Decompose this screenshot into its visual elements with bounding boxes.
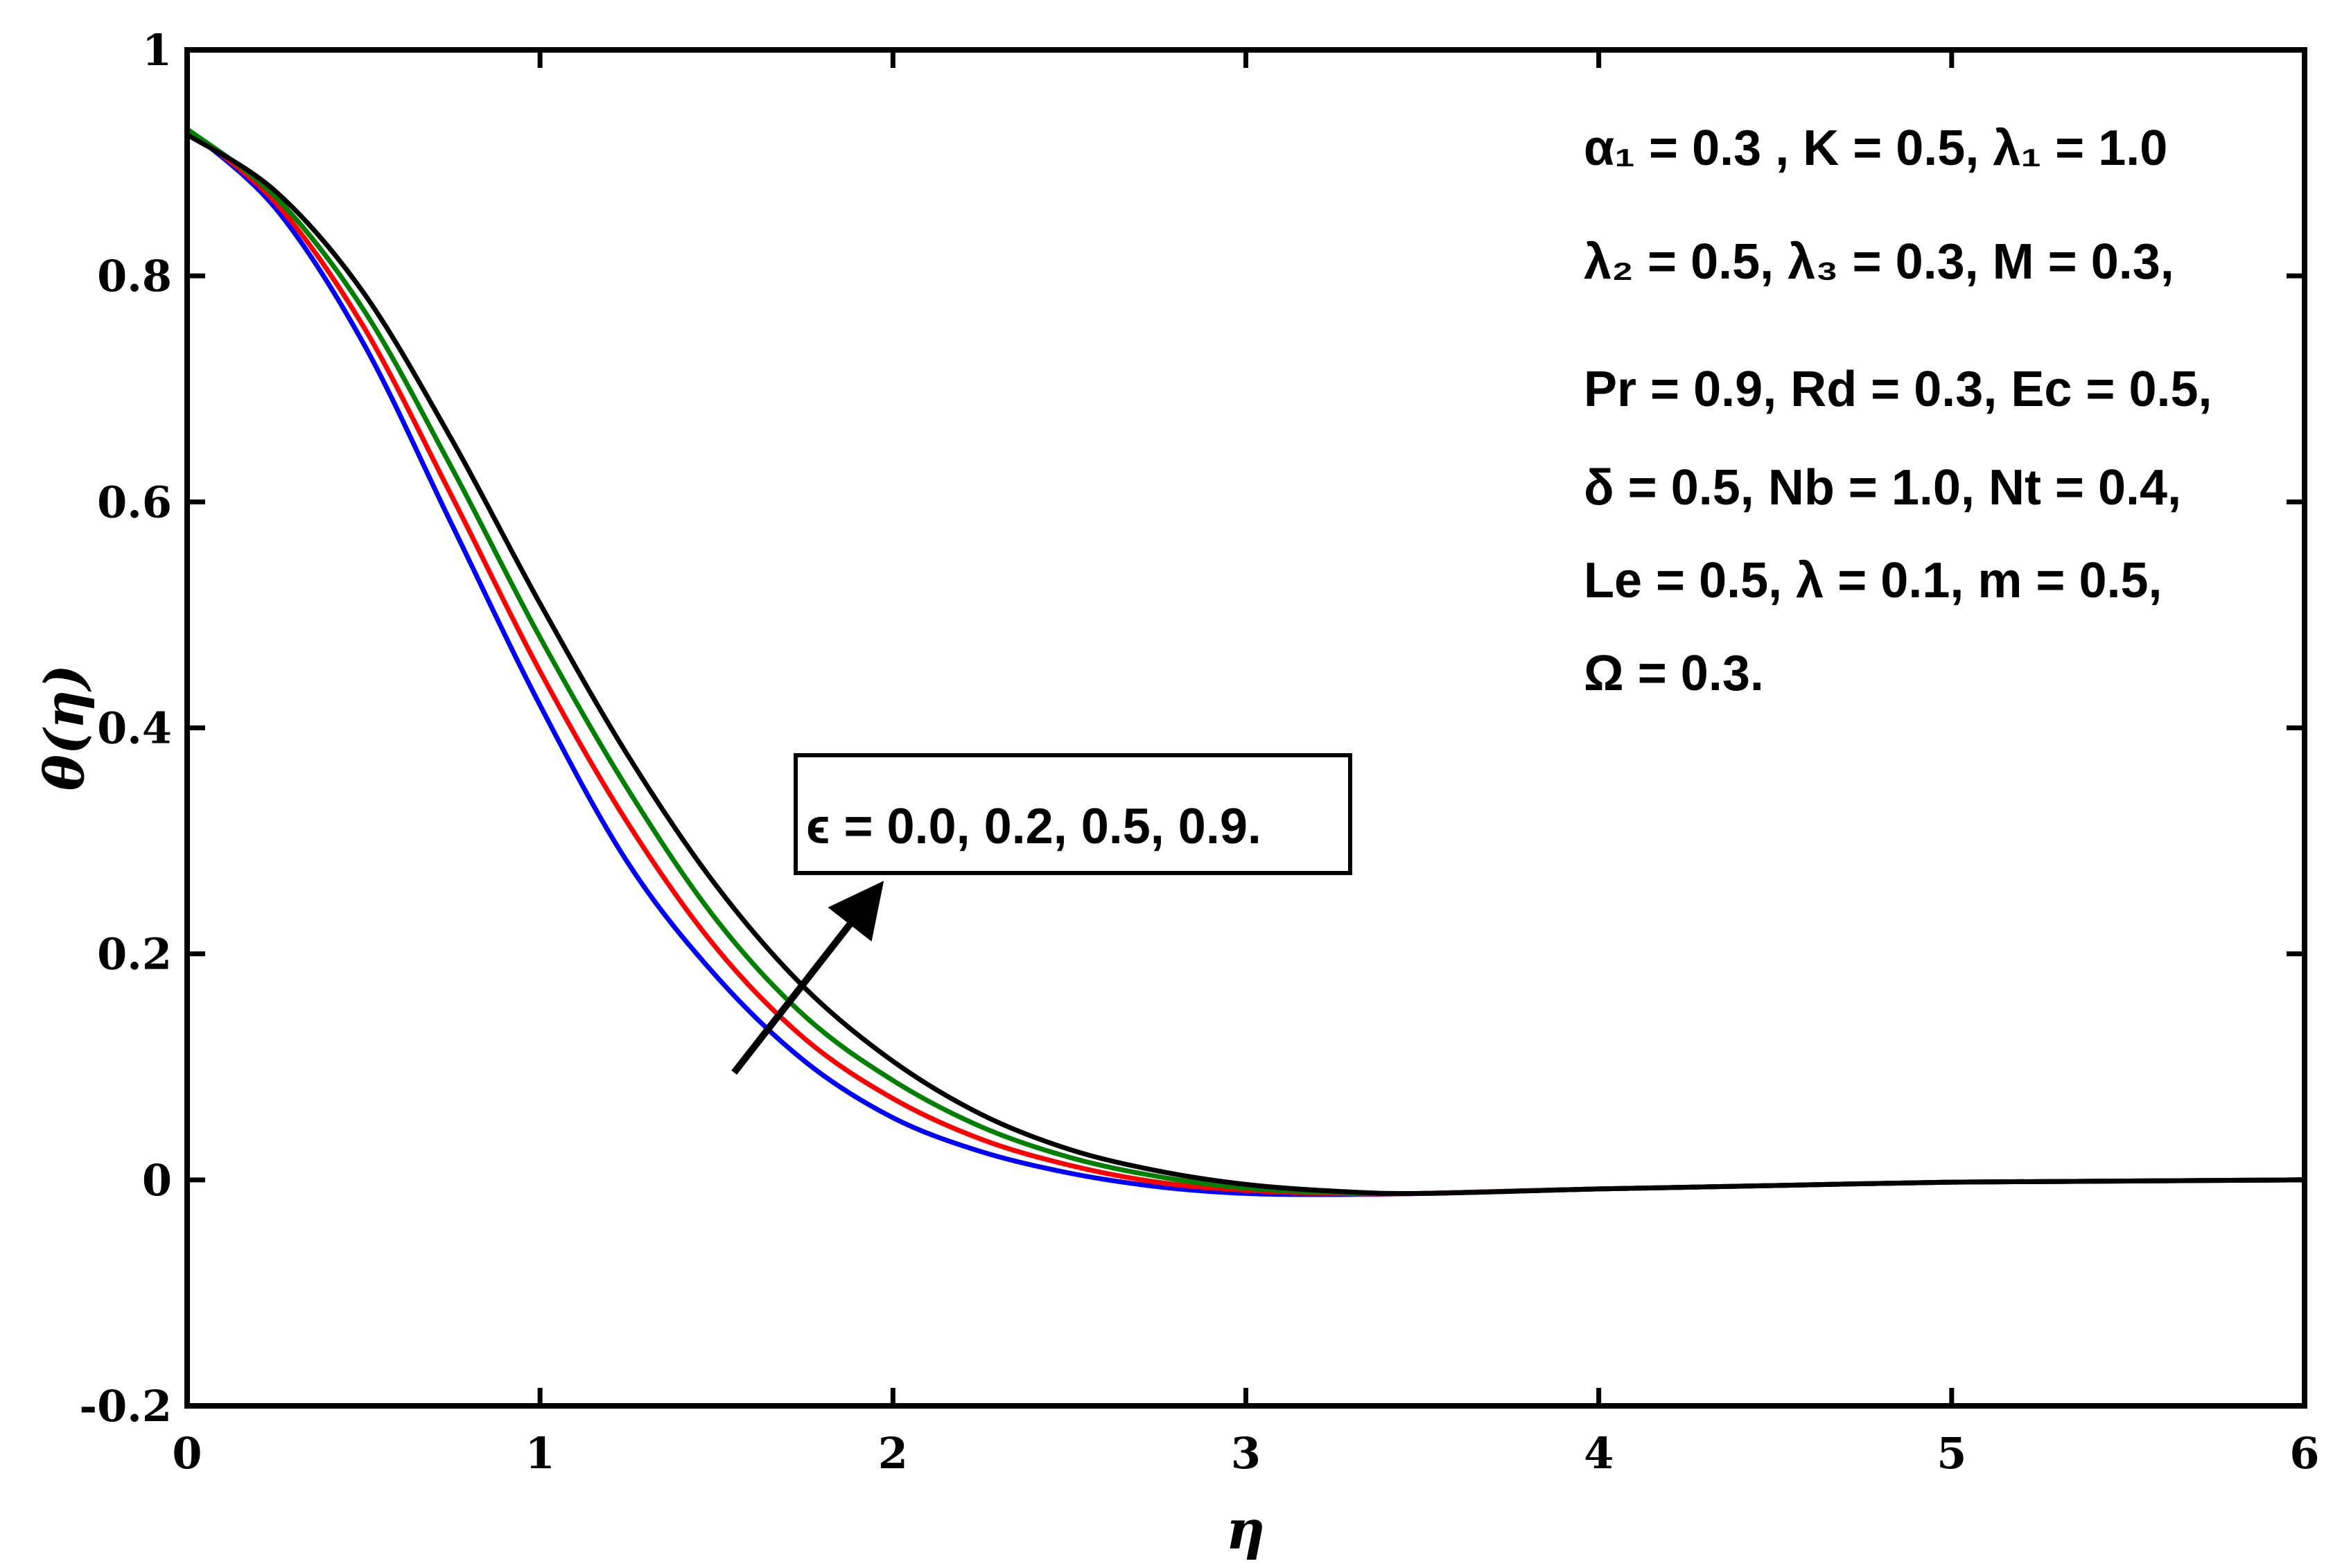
trend-arrow [731, 881, 884, 1075]
parameter-line-5: Le = 0.5, λ = 0.1, m = 0.5, [1584, 553, 2162, 608]
callout-box: ϵ = 0.0, 0.2, 0.5, 0.9. [794, 753, 1352, 875]
x-tick-label-0: 0 [172, 1428, 202, 1479]
x-tick-label-6: 6 [2289, 1428, 2319, 1479]
x-tick-label-4: 4 [1584, 1428, 1614, 1479]
x-tick-label-5: 5 [1937, 1428, 1966, 1479]
y-tick-label-2: 0.2 [97, 929, 172, 980]
parameter-line-1: α₁ = 0.3 , K = 0.5, λ₁ = 1.0 [1584, 121, 2167, 176]
plot-frame [184, 47, 2307, 1409]
series-layer [185, 127, 2305, 1197]
y-tick-label-3: 0.4 [97, 703, 172, 754]
callout-text: ϵ = 0.0, 0.2, 0.5, 0.9. [806, 799, 1261, 854]
x-tick-label-1: 1 [525, 1428, 555, 1479]
callout-border [794, 753, 1352, 875]
series-line-4 [186, 132, 2305, 1196]
parameter-line-2: λ₂ = 0.5, λ₃ = 0.3, M = 0.3, [1584, 234, 2174, 290]
parameter-line-3: Pr = 0.9, Rd = 0.3, Ec = 0.5, [1584, 362, 2212, 417]
y-tick-label-5: 0.8 [97, 251, 172, 301]
x-tick-label-2: 2 [878, 1428, 908, 1479]
y-tick-label-1: 0 [142, 1155, 172, 1206]
y-axis-label: θ(η) [33, 664, 96, 791]
parameter-line-4: δ = 0.5, Nb = 1.0, Nt = 0.4, [1584, 460, 2181, 516]
y-tick-label-6: 1 [142, 25, 172, 76]
parameter-block: α₁ = 0.3 , K = 0.5, λ₁ = 1.0 λ₂ = 0.5, λ… [1584, 121, 2212, 701]
y-tick-label-0: -0.2 [79, 1381, 172, 1432]
x-axis-label: η [1226, 1499, 1266, 1562]
ticks-layer: 0 1 2 3 4 5 6-0.200.20.40.60.81 [79, 25, 2319, 1479]
y-tick-label-4: 0.6 [97, 477, 172, 527]
parameter-line-6: Ω = 0.3. [1584, 646, 1764, 701]
x-tick-label-3: 3 [1231, 1428, 1261, 1479]
